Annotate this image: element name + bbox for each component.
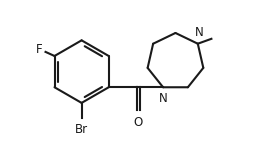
Text: F: F xyxy=(36,43,43,56)
Text: Br: Br xyxy=(75,123,88,136)
Text: N: N xyxy=(195,26,203,39)
Text: O: O xyxy=(134,116,143,129)
Text: N: N xyxy=(159,92,168,105)
